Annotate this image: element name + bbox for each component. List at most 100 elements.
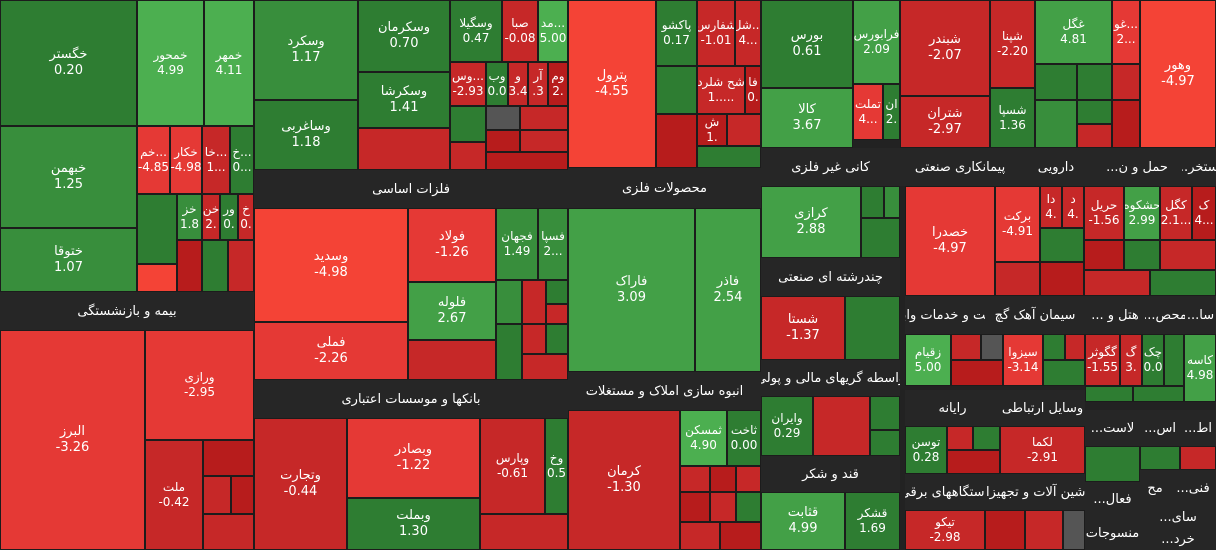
stock-tile[interactable] [720, 522, 761, 550]
stock-tile[interactable]: چک 0.0 [1142, 334, 1164, 386]
stock-tile[interactable]: وپارس -0.61 [480, 418, 545, 514]
stock-tile[interactable] [1140, 446, 1180, 470]
stock-tile[interactable] [480, 514, 568, 550]
stock-tile[interactable]: کالا 3.67 [761, 88, 853, 148]
stock-tile[interactable]: فملی -2.26 [254, 322, 408, 380]
stock-tile[interactable]: خن 2. [202, 194, 220, 240]
stock-tile[interactable] [951, 360, 1003, 386]
stock-tile[interactable] [947, 450, 1000, 474]
stock-tile[interactable] [1112, 64, 1140, 100]
stock-tile[interactable]: خگستر 0.20 [0, 0, 137, 126]
stock-tile[interactable] [656, 114, 697, 168]
stock-tile[interactable]: وخ 0.5 [545, 418, 568, 514]
stock-tile[interactable] [450, 106, 486, 142]
stock-tile[interactable] [486, 152, 568, 170]
stock-tile[interactable] [861, 218, 900, 258]
stock-tile[interactable]: وسدید -4.98 [254, 208, 408, 322]
stock-tile[interactable]: کرازی 2.88 [761, 186, 861, 258]
stock-tile[interactable] [203, 476, 231, 514]
stock-tile[interactable] [1077, 124, 1112, 148]
stock-tile[interactable] [546, 304, 568, 324]
stock-tile[interactable]: فسپا 2... [538, 208, 568, 280]
stock-tile[interactable]: کگل 2.1... [1160, 186, 1192, 240]
stock-tile[interactable] [137, 264, 177, 292]
stock-tile[interactable] [358, 128, 450, 170]
stock-tile[interactable] [1035, 100, 1077, 148]
stock-tile[interactable] [496, 324, 522, 380]
stock-tile[interactable]: حریل -1.56 [1084, 186, 1124, 240]
stock-tile[interactable] [680, 466, 710, 492]
stock-tile[interactable] [177, 240, 202, 292]
stock-tile[interactable] [697, 146, 761, 168]
stock-tile[interactable] [202, 240, 228, 292]
stock-tile[interactable]: شل...4... [735, 0, 761, 66]
stock-tile[interactable]: ش 1. [697, 114, 727, 146]
stock-tile[interactable]: شفارس -1.01 [697, 0, 735, 66]
stock-tile[interactable]: وسکرد 1.17 [254, 0, 358, 100]
stock-tile[interactable]: خمحور 4.99 [137, 0, 204, 126]
stock-tile[interactable] [680, 522, 720, 550]
stock-tile[interactable]: وهور -4.97 [1140, 0, 1216, 148]
stock-tile[interactable]: گ 3. [1120, 334, 1142, 386]
stock-tile[interactable]: پاکشو 0.17 [656, 0, 697, 66]
stock-tile[interactable] [1164, 334, 1184, 386]
stock-tile[interactable]: وبصادر -1.22 [347, 418, 480, 498]
stock-tile[interactable]: ان 2. [883, 84, 900, 140]
stock-tile[interactable]: برکت -4.91 [995, 186, 1040, 262]
stock-tile[interactable] [845, 296, 900, 360]
stock-tile[interactable]: و 3.4 [508, 62, 528, 106]
stock-tile[interactable]: ثاخت 0.00 [727, 410, 761, 466]
stock-tile[interactable] [231, 476, 254, 514]
stock-tile[interactable] [546, 280, 568, 304]
stock-tile[interactable]: شستا -1.37 [761, 296, 845, 360]
stock-tile[interactable]: ختوقا 1.07 [0, 228, 137, 292]
stock-tile[interactable] [736, 466, 761, 492]
stock-tile[interactable]: غو... 2... [1112, 0, 1140, 64]
stock-tile[interactable] [450, 142, 486, 170]
stock-tile[interactable]: خا... 1... [202, 126, 230, 194]
stock-tile[interactable] [995, 262, 1040, 296]
stock-tile[interactable] [486, 106, 520, 130]
stock-tile[interactable]: ک 4... [1192, 186, 1216, 240]
stock-tile[interactable]: خ 0. [238, 194, 254, 240]
stock-tile[interactable]: خ... 0... [230, 126, 254, 194]
stock-tile[interactable]: خمهر 4.11 [204, 0, 254, 126]
stock-tile[interactable] [861, 186, 884, 218]
stock-tile[interactable] [522, 354, 568, 380]
stock-tile[interactable]: کرمان -1.30 [568, 410, 680, 550]
stock-tile[interactable] [1040, 228, 1084, 262]
stock-tile[interactable]: فلوله 2.67 [408, 282, 496, 340]
stock-tile[interactable] [884, 186, 900, 218]
stock-tile[interactable]: ثمسکن 4.90 [680, 410, 727, 466]
stock-tile[interactable]: پترول -4.55 [568, 0, 656, 168]
stock-tile[interactable] [408, 340, 496, 380]
stock-tile[interactable] [1035, 64, 1077, 100]
stock-tile[interactable] [947, 426, 973, 450]
stock-tile[interactable] [1085, 386, 1133, 402]
stock-tile[interactable]: قثابت 4.99 [761, 492, 845, 550]
stock-tile[interactable]: گگوثر -1.55 [1085, 334, 1120, 386]
stock-tile[interactable] [736, 492, 761, 522]
stock-tile[interactable] [1065, 334, 1085, 360]
stock-tile[interactable]: شبندر -2.07 [900, 0, 990, 96]
stock-tile[interactable]: وب 0.0 [486, 62, 508, 106]
stock-tile[interactable]: البرز -3.26 [0, 330, 145, 550]
stock-tile[interactable]: فرابورس 2.09 [853, 0, 900, 84]
stock-tile[interactable] [486, 130, 520, 152]
stock-tile[interactable] [1084, 240, 1124, 270]
stock-tile[interactable]: غگل 4.81 [1035, 0, 1112, 64]
stock-tile[interactable]: تیکو -2.98 [905, 510, 985, 550]
stock-tile[interactable] [546, 324, 568, 354]
stock-tile[interactable] [870, 430, 900, 456]
stock-tile[interactable] [520, 130, 568, 152]
stock-tile[interactable] [520, 106, 568, 130]
stock-tile[interactable]: وایران 0.29 [761, 396, 813, 456]
stock-tile[interactable]: وساغربی 1.18 [254, 100, 358, 170]
stock-tile[interactable]: قشکر 1.69 [845, 492, 900, 550]
stock-tile[interactable]: فاذر 2.54 [695, 208, 761, 372]
stock-tile[interactable]: شح شلرد 1..... [697, 66, 745, 114]
stock-tile[interactable] [1180, 446, 1216, 470]
stock-tile[interactable] [1124, 240, 1160, 270]
stock-tile[interactable]: صبا -0.08 [502, 0, 538, 62]
stock-tile[interactable] [1025, 510, 1063, 550]
